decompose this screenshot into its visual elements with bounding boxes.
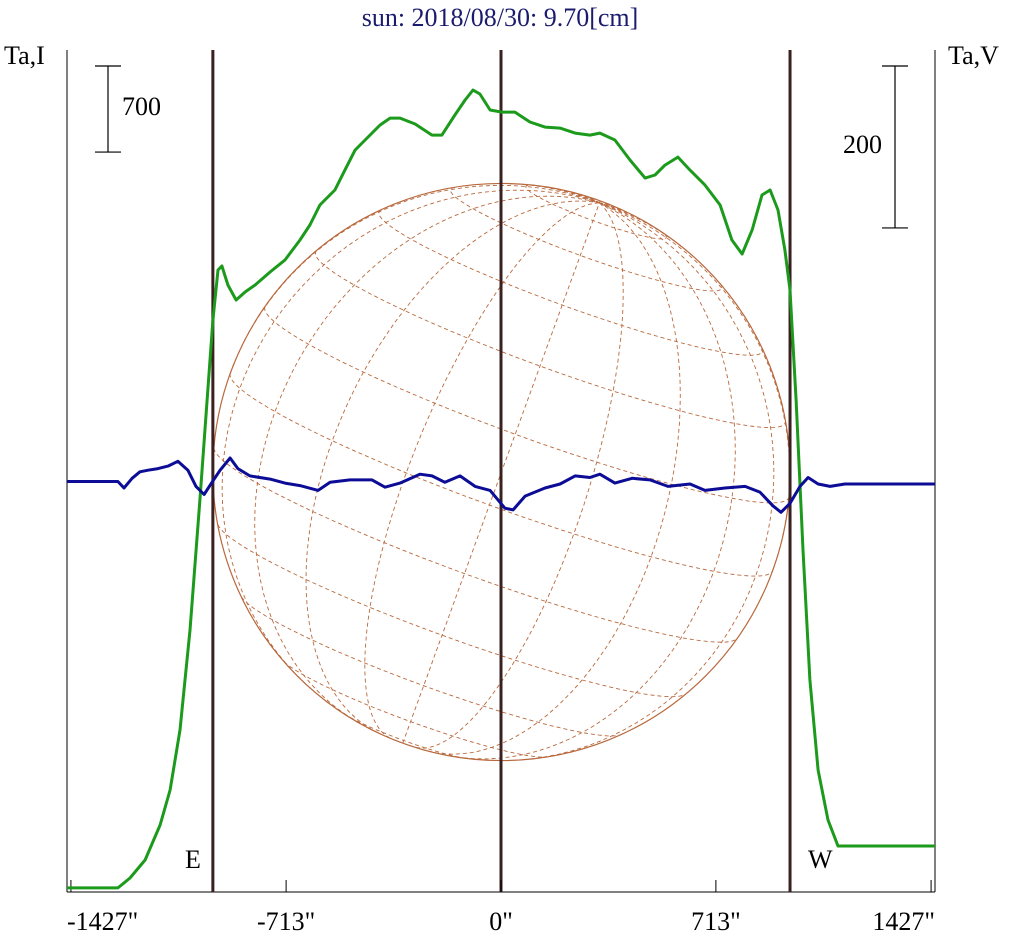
- scale-label: 700: [122, 92, 161, 121]
- disk-grid-line: [378, 209, 764, 356]
- disk-grid-line: [402, 202, 600, 744]
- y2-axis-label: Ta,V: [948, 41, 999, 70]
- x-tick-label: 0": [489, 907, 513, 936]
- series-line: [67, 456, 935, 514]
- x-tick-label: -713": [257, 907, 315, 936]
- disk-grid-line: [217, 524, 686, 698]
- disk-grid-line: [213, 447, 738, 643]
- disk-grid-line: [599, 202, 687, 252]
- x-tick-label: 713": [691, 907, 741, 936]
- y-axis-label: Ta,I: [4, 41, 45, 70]
- disk-grid-line: [450, 186, 723, 292]
- scale-label: 200: [843, 130, 882, 159]
- disk-grid-line: [599, 202, 617, 209]
- disk-grid-line: [525, 184, 667, 240]
- disk-grid-line: [305, 200, 600, 734]
- disk-grid-line: [428, 202, 681, 755]
- disk-grid-line: [241, 596, 621, 737]
- disk-grid-line: [449, 202, 736, 760]
- disk-grid-line: [515, 202, 775, 761]
- disk-grid-line: [314, 250, 786, 429]
- limb-label: E: [185, 845, 201, 874]
- disk-grid-line: [599, 202, 791, 571]
- disk-grid-line: [364, 202, 600, 739]
- limb-label: W: [808, 845, 833, 874]
- disk-grid-line: [501, 182, 600, 204]
- disk-grid-line: [415, 202, 624, 749]
- series-line: [67, 88, 935, 890]
- chart-title: sun: 2018/08/30: 9.70[cm]: [362, 3, 639, 32]
- solar-disk: [212, 182, 791, 762]
- x-tick-label: 1427": [872, 907, 935, 936]
- disk-grid-line: [254, 195, 600, 724]
- disk-grid-line: [599, 202, 609, 205]
- disk-grid-line: [264, 306, 790, 504]
- disk-grid-line: [229, 184, 600, 374]
- x-tick-label: -1427": [67, 907, 138, 936]
- disk-grid-line: [221, 189, 600, 685]
- disk-grid-line: [599, 202, 634, 217]
